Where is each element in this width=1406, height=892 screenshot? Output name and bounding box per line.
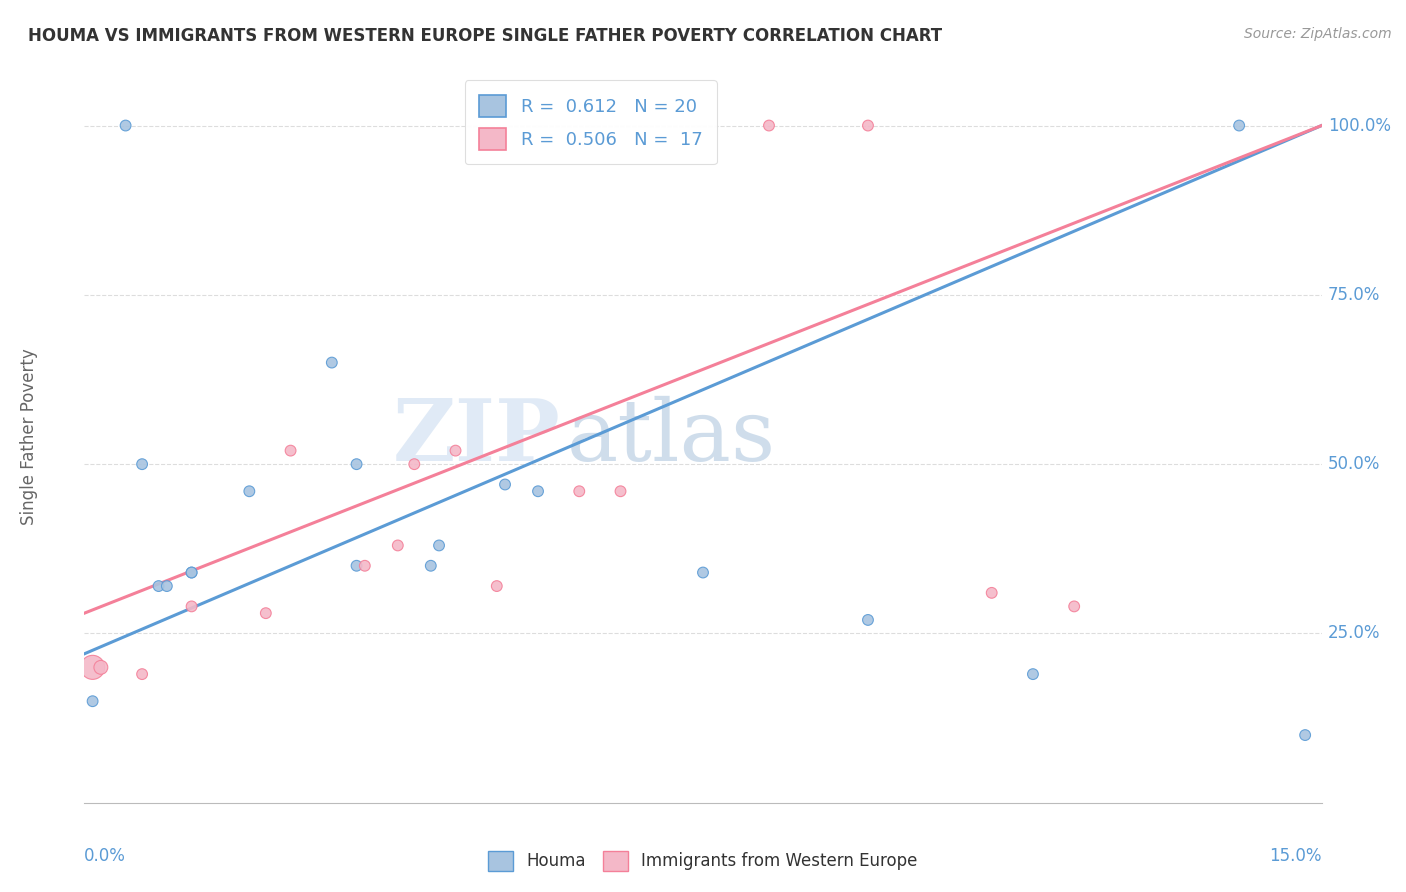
Point [387, 538, 409, 552]
Point [1063, 599, 1085, 614]
Point [131, 457, 153, 471]
Point [280, 443, 302, 458]
Point [527, 484, 550, 499]
Text: 15.0%: 15.0% [1270, 847, 1322, 864]
Point [180, 566, 202, 580]
Text: atlas: atlas [567, 395, 776, 479]
Point [82, 694, 104, 708]
Text: 50.0%: 50.0% [1327, 455, 1381, 473]
Point [980, 586, 1002, 600]
Point [609, 484, 631, 499]
Point [427, 538, 450, 552]
Point [346, 558, 368, 573]
Point [692, 566, 714, 580]
Text: 25.0%: 25.0% [1327, 624, 1381, 642]
Point [180, 566, 202, 580]
Point [148, 579, 170, 593]
Text: 100.0%: 100.0% [1327, 117, 1391, 135]
Point [254, 606, 277, 620]
Point [321, 355, 343, 369]
Legend: R =  0.612   N = 20, R =  0.506   N =  17: R = 0.612 N = 20, R = 0.506 N = 17 [464, 80, 717, 164]
Point [856, 613, 879, 627]
Point [485, 579, 508, 593]
Point [419, 558, 441, 573]
Point [180, 599, 202, 614]
Text: Single Father Poverty: Single Father Poverty [20, 349, 38, 525]
Point [444, 443, 467, 458]
Legend: Houma, Immigrants from Western Europe: Houma, Immigrants from Western Europe [479, 842, 927, 880]
Point [238, 484, 260, 499]
Point [1227, 119, 1250, 133]
Point [353, 558, 375, 573]
Point [1022, 667, 1045, 681]
Point [758, 119, 780, 133]
Point [156, 579, 179, 593]
Point [404, 457, 426, 471]
Point [82, 660, 104, 674]
Text: 0.0%: 0.0% [84, 847, 127, 864]
Text: 75.0%: 75.0% [1327, 285, 1381, 304]
Point [1294, 728, 1316, 742]
Point [90, 660, 112, 674]
Text: Source: ZipAtlas.com: Source: ZipAtlas.com [1244, 27, 1392, 41]
Point [494, 477, 516, 491]
Text: HOUMA VS IMMIGRANTS FROM WESTERN EUROPE SINGLE FATHER POVERTY CORRELATION CHART: HOUMA VS IMMIGRANTS FROM WESTERN EUROPE … [28, 27, 942, 45]
Point [346, 457, 368, 471]
Point [114, 119, 136, 133]
Text: ZIP: ZIP [392, 395, 561, 479]
Point [856, 119, 879, 133]
Point [131, 667, 153, 681]
Point [568, 484, 591, 499]
